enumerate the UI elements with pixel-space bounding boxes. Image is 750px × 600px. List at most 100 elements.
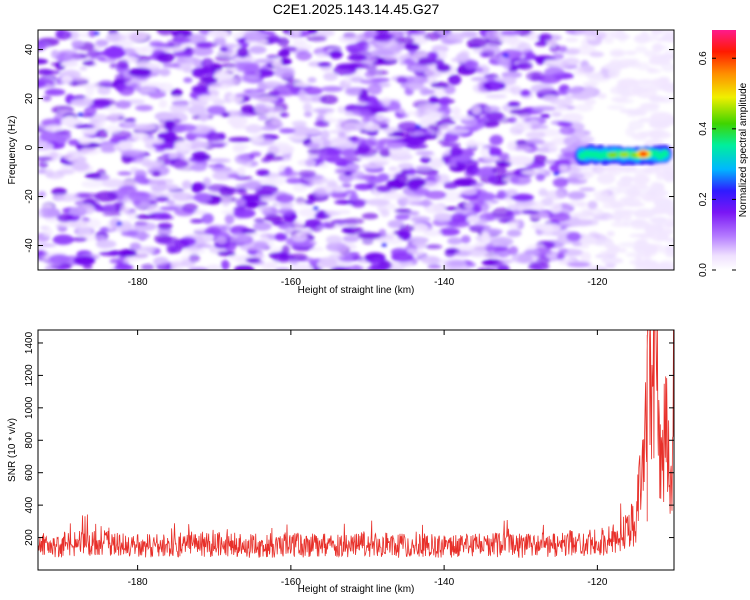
heatmap-cell	[441, 142, 461, 148]
y-tick-label: 1000	[24, 396, 35, 419]
heatmap-cell	[450, 212, 468, 223]
heatmap-cell	[169, 104, 191, 113]
heatmap-cell	[566, 48, 581, 55]
heatmap-cell	[407, 81, 424, 91]
heatmap-cell	[172, 192, 194, 202]
heatmap-cell	[534, 41, 548, 47]
heatmap-cell	[274, 232, 288, 241]
heatmap-cell	[633, 168, 655, 176]
x-tick-label: -140	[434, 277, 454, 288]
heatmap-cell	[662, 83, 674, 94]
heatmap-cell	[84, 106, 97, 117]
heatmap-cell	[357, 94, 370, 104]
heatmap-cell	[439, 96, 451, 105]
heatmap-cell	[634, 45, 648, 54]
x-tick-label: -120	[587, 577, 607, 588]
heatmap-cell	[40, 70, 61, 75]
heatmap-cell	[415, 165, 433, 171]
heatmap-cell	[395, 213, 410, 221]
heatmap-cell	[325, 235, 343, 245]
heatmap-cell	[601, 257, 623, 264]
heatmap-cell	[120, 149, 145, 157]
heatmap-cell	[120, 204, 130, 215]
heatmap-cell	[206, 158, 231, 163]
heatmap-cell	[118, 249, 137, 257]
heatmap-cell	[249, 90, 260, 99]
heatmap-cell	[578, 244, 590, 249]
heatmap-cell	[78, 135, 92, 146]
colorbar: 0.0 0.2 0.4 0.6 Normalized spectral amplitu…	[698, 30, 749, 277]
heatmap-cell	[158, 99, 168, 109]
heatmap-signal	[575, 144, 672, 166]
heatmap-cell	[231, 32, 242, 39]
heatmap-cell	[71, 40, 85, 48]
heatmap-cell	[321, 86, 344, 92]
colorbar-tick-label: 0.2	[698, 192, 709, 206]
heatmap-cell	[532, 105, 557, 112]
heatmap-cell	[658, 260, 674, 270]
heatmap-cell	[574, 30, 597, 36]
heatmap-cell	[39, 131, 60, 142]
heatmap-cell	[201, 58, 214, 69]
heatmap-cell	[587, 77, 610, 83]
heatmap-cell	[274, 267, 291, 270]
heatmap-cell	[664, 237, 674, 243]
heatmap-cell	[360, 79, 382, 85]
heatmap-cell	[619, 109, 643, 114]
heatmap-cell	[506, 229, 522, 237]
heatmap-cell	[292, 184, 308, 192]
heatmap-cell	[298, 170, 317, 178]
heatmap-cell	[216, 236, 227, 245]
heatmap-cell	[128, 192, 149, 203]
heatmap-cell	[343, 226, 364, 235]
heatmap-cell	[158, 215, 174, 220]
heatmap-cell	[578, 136, 595, 143]
heatmap-cell	[159, 82, 174, 93]
heatmap-cell	[220, 259, 230, 270]
heatmap-cell	[559, 126, 575, 136]
heatmap-cell	[241, 104, 255, 114]
heatmap-cell	[156, 113, 179, 120]
heatmap-cell	[338, 131, 346, 139]
y-tick-label: 20	[24, 93, 35, 105]
heatmap-cell	[354, 147, 378, 157]
heatmap-cell	[142, 138, 165, 145]
heatmap-cell	[642, 197, 656, 202]
heatmap-cell	[416, 134, 438, 140]
heatmap-cell	[651, 232, 668, 242]
heatmap-cell	[661, 228, 674, 235]
heatmap-cell	[404, 75, 429, 84]
snr-x-axis-label: Height of straight line (km)	[298, 584, 415, 595]
heatmap-cell	[540, 113, 551, 119]
colorbar-tick-label: 0.4	[698, 121, 709, 135]
heatmap-cell	[447, 128, 470, 134]
heatmap-cell	[221, 195, 231, 207]
heatmap-cell	[325, 242, 348, 252]
heatmap-cell	[234, 154, 251, 165]
heatmap-cell	[70, 98, 94, 107]
heatmap-cell	[72, 237, 88, 242]
heatmap-cell	[409, 65, 430, 72]
heatmap-cell	[548, 211, 571, 223]
heatmap-cell	[368, 264, 389, 270]
heatmap-cell	[663, 222, 674, 228]
heatmap-cell	[535, 173, 546, 182]
heatmap-cell	[607, 104, 626, 110]
heatmap-cell	[271, 252, 296, 263]
heatmap-cell	[174, 140, 192, 152]
y-tick-label: -20	[24, 189, 35, 204]
heatmap-cell	[503, 36, 519, 45]
heatmap-cell	[38, 156, 54, 161]
heatmap-cell	[236, 47, 249, 58]
heatmap-cell	[52, 234, 74, 245]
heatmap-cell	[114, 263, 134, 270]
heatmap-cell	[491, 207, 514, 219]
heatmap-cell	[193, 69, 216, 79]
heatmap-cell	[82, 264, 93, 270]
heatmap-cell	[540, 198, 554, 207]
heatmap-cell	[282, 30, 291, 35]
heatmap-cell	[214, 55, 233, 62]
heatmap-cell	[631, 132, 649, 141]
heatmap-cell	[554, 74, 575, 79]
heatmap-cell	[49, 151, 58, 160]
